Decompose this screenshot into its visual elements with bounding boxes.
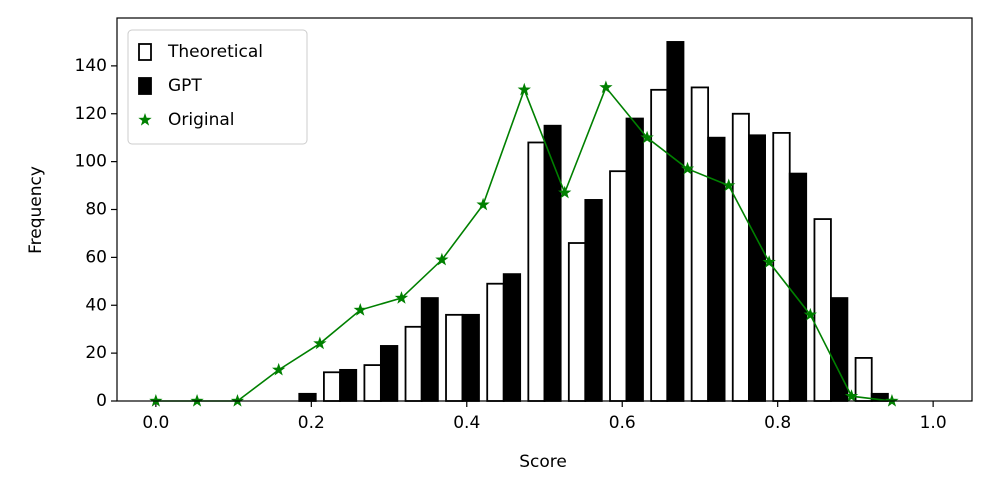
- bar: [650, 88, 669, 402]
- y-tick-label: 0: [96, 391, 107, 411]
- legend-label: GPT: [168, 76, 202, 96]
- legend-box: [127, 29, 308, 145]
- bar: [363, 364, 382, 402]
- marker: [353, 303, 367, 316]
- bar: [543, 124, 562, 402]
- bar: [813, 218, 832, 402]
- x-tick-label: 0.0: [142, 413, 169, 433]
- legend-swatch: [138, 43, 152, 61]
- marker: [844, 389, 859, 402]
- marker: [476, 197, 490, 211]
- bar: [298, 392, 317, 402]
- y-tick-label: 100: [75, 152, 107, 172]
- bar: [323, 371, 341, 402]
- marker: [394, 291, 409, 304]
- bar: [502, 273, 522, 402]
- y-tick-label: 60: [85, 247, 107, 267]
- bar: [584, 199, 603, 402]
- marker: [435, 252, 449, 266]
- bar: [609, 170, 628, 402]
- y-tick-label: 40: [85, 295, 107, 315]
- x-tick-label: 0.4: [453, 413, 480, 433]
- legend-label: Original: [168, 110, 235, 130]
- marker: [190, 394, 204, 407]
- marker: [272, 362, 286, 376]
- bar: [707, 136, 726, 402]
- y-tick-label: 140: [75, 56, 107, 76]
- bar: [666, 41, 685, 402]
- bar: [567, 242, 587, 402]
- legend-marker: [138, 113, 152, 126]
- marker: [599, 80, 613, 94]
- bar: [731, 112, 750, 402]
- bar: [788, 172, 808, 402]
- y-axis-label: Frequency: [26, 166, 46, 254]
- marker: [517, 82, 531, 96]
- x-tick-label: 1.0: [920, 413, 947, 433]
- bar: [527, 141, 546, 402]
- bar: [830, 297, 849, 402]
- bar: [420, 297, 439, 402]
- y-tick-label: 80: [85, 200, 107, 220]
- bar: [339, 368, 358, 402]
- marker: [803, 307, 817, 321]
- bar: [748, 134, 766, 402]
- marker: [558, 185, 572, 199]
- legend-label: Theoretical: [167, 42, 263, 62]
- x-tick-label: 0.2: [298, 413, 325, 433]
- marker: [680, 161, 695, 175]
- bar: [486, 282, 505, 402]
- marker: [149, 394, 163, 407]
- bar: [461, 313, 480, 402]
- marker: [640, 130, 654, 144]
- bar: [404, 325, 423, 402]
- bar: [690, 86, 710, 402]
- marker: [313, 336, 327, 350]
- bar: [445, 313, 464, 402]
- marker: [885, 394, 899, 407]
- plot-frame: [116, 17, 973, 402]
- bar: [625, 117, 644, 402]
- y-tick-label: 20: [85, 343, 107, 363]
- x-tick-label: 0.8: [764, 413, 791, 433]
- x-axis-label: Score: [519, 452, 567, 472]
- legend-swatch: [138, 77, 152, 95]
- bar: [854, 357, 873, 402]
- y-tick-label: 120: [75, 104, 107, 124]
- x-tick-label: 0.6: [609, 413, 636, 433]
- marker: [230, 394, 245, 407]
- marker: [762, 255, 776, 268]
- bar: [379, 345, 399, 402]
- bar: [772, 131, 791, 402]
- marker: [722, 178, 736, 192]
